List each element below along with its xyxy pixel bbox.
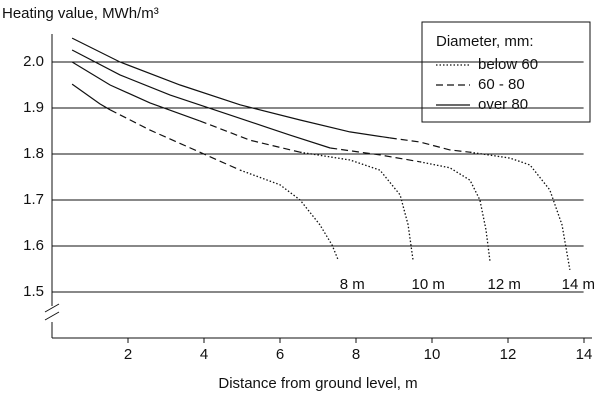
series-line	[71, 37, 390, 149]
curve-label: 10 m	[412, 276, 445, 293]
x-tick-label: 8	[352, 346, 360, 363]
series-line	[239, 151, 571, 271]
legend-label: below 60	[478, 56, 538, 73]
legend-label: over 80	[478, 96, 528, 113]
x-tick-label: 12	[500, 346, 517, 363]
x-tick-label: 4	[200, 346, 208, 363]
y-tick-label: 1.7	[23, 191, 44, 208]
y-tick-label: 2.0	[23, 53, 44, 70]
axis-break	[44, 311, 60, 321]
x-tick-label: 2	[124, 346, 132, 363]
x-tick-label: 6	[276, 346, 284, 363]
curve-label: 14 m	[562, 276, 595, 293]
x-tick-label: 10	[424, 346, 441, 363]
legend-label: 60 - 80	[478, 76, 525, 93]
y-tick-label: 1.6	[23, 237, 44, 254]
y-axis-title: Heating value, MWh/m³	[2, 5, 159, 22]
x-axis-title: Distance from ground level, m	[218, 375, 417, 392]
y-tick-label: 1.8	[23, 145, 44, 162]
x-tick-label: 14	[576, 346, 593, 363]
y-tick-label: 1.5	[23, 283, 44, 300]
y-tick-label: 1.9	[23, 99, 44, 116]
legend-title: Diameter, mm:	[436, 33, 534, 50]
series-line	[109, 109, 471, 171]
curve-label: 12 m	[488, 276, 521, 293]
axis-break	[44, 303, 60, 313]
curve-label: 8 m	[340, 276, 365, 293]
